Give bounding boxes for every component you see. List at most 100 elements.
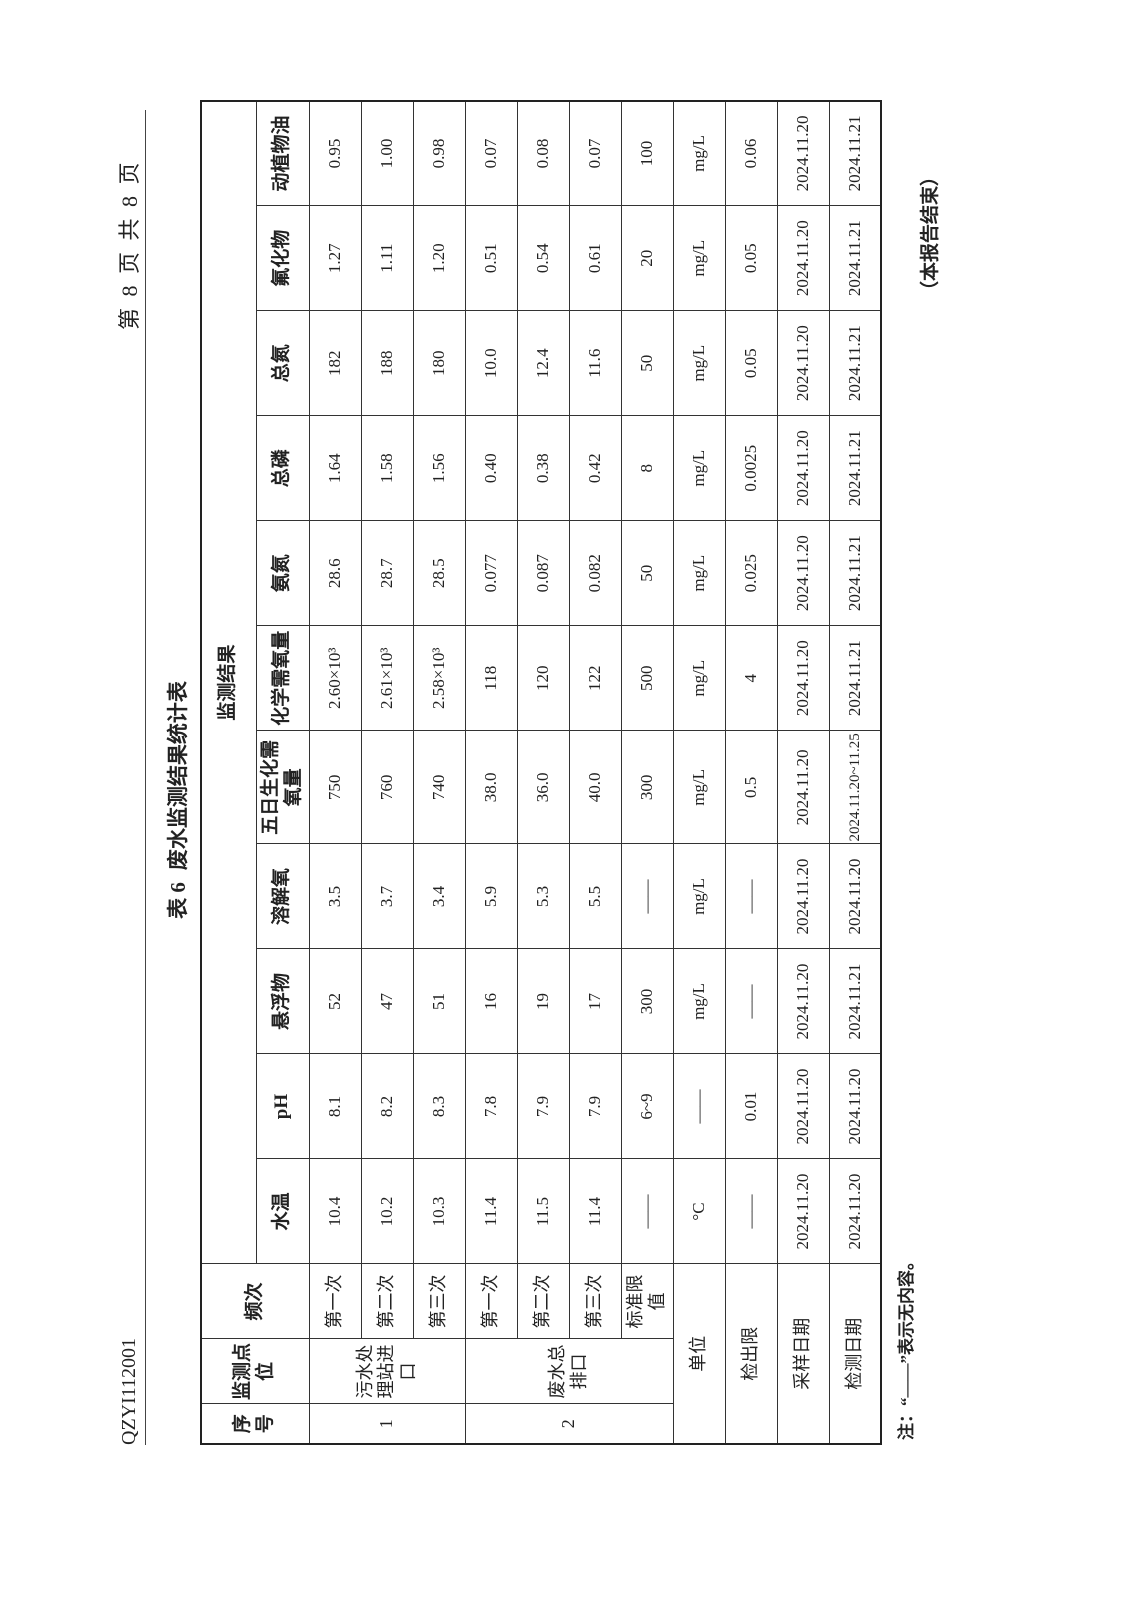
value-cell: ——	[725, 949, 777, 1054]
value-cell: 11.4	[569, 1159, 621, 1264]
value-cell: 2024.11.20	[777, 625, 829, 731]
value-cell: 0.38	[517, 415, 569, 521]
table-row: 第三次 10.3 8.3 51 3.4 740 2.58×10³ 28.5 1.56 180 1.2…	[413, 100, 465, 1444]
value-cell: 1.20	[413, 205, 465, 311]
frequency: 第三次	[569, 1264, 621, 1339]
value-cell: 180	[413, 310, 465, 416]
header-cell: 监测结果	[201, 100, 256, 1264]
table-number: 表 6	[166, 882, 190, 919]
value-cell: 1.11	[361, 205, 413, 311]
value-cell: ——	[673, 1054, 725, 1159]
value-cell: 2024.11.20	[777, 520, 829, 626]
column-header: 动植物油	[256, 100, 309, 206]
row-label: 采样日期	[777, 1264, 829, 1444]
value-cell: 3.5	[309, 844, 361, 949]
value-cell: 0.08	[517, 100, 569, 206]
value-cell: 12.4	[517, 310, 569, 416]
value-cell: 2024.11.20	[777, 730, 829, 844]
value-cell: mg/L	[673, 730, 725, 844]
value-cell: mg/L	[673, 205, 725, 311]
value-cell: 0.61	[569, 205, 621, 311]
value-cell: mg/L	[673, 310, 725, 416]
column-header: 悬浮物	[256, 949, 309, 1054]
frequency: 第一次	[465, 1264, 517, 1339]
value-cell: ——	[621, 844, 673, 949]
value-cell: ——	[621, 1159, 673, 1264]
value-cell: 1.00	[361, 100, 413, 206]
value-cell: 1.56	[413, 415, 465, 521]
value-cell: 2024.11.20	[777, 205, 829, 311]
row-label: 单位	[673, 1264, 725, 1444]
value-cell: 10.4	[309, 1159, 361, 1264]
value-cell: 5.9	[465, 844, 517, 949]
value-cell: 10.0	[465, 310, 517, 416]
value-cell: 118	[465, 625, 517, 731]
frequency: 第二次	[517, 1264, 569, 1339]
value-cell: °C	[673, 1159, 725, 1264]
value-cell: 36.0	[517, 730, 569, 844]
row-label: 检出限	[725, 1264, 777, 1444]
value-cell: mg/L	[673, 100, 725, 206]
table-row: 检出限 —— 0.01 —— —— 0.5 4 0.025 0.0025 0.05 0.05 0.06	[725, 100, 777, 1444]
table-row: 单位 °C —— mg/L mg/L mg/L mg/L mg/L mg/L mg/L mg/L mg…	[673, 100, 725, 1444]
value-cell: 11.4	[465, 1159, 517, 1264]
value-cell: 5.5	[569, 844, 621, 949]
value-cell: 1.64	[309, 415, 361, 521]
header-rule	[145, 110, 146, 1445]
value-cell: 17	[569, 949, 621, 1054]
value-cell: 11.6	[569, 310, 621, 416]
value-cell: 2024.11.20~11.25	[829, 730, 881, 844]
value-cell: 0.087	[517, 520, 569, 626]
value-cell: 0.95	[309, 100, 361, 206]
row-label: 检测日期	[829, 1264, 881, 1444]
value-cell: 8.1	[309, 1054, 361, 1159]
value-cell: 50	[621, 520, 673, 626]
value-cell: 2024.11.21	[829, 100, 881, 206]
column-header: 总磷	[256, 415, 309, 521]
value-cell: 50	[621, 310, 673, 416]
value-cell: 47	[361, 949, 413, 1054]
end-mark: （本报告结束）	[920, 166, 941, 300]
value-cell: 740	[413, 730, 465, 844]
doc-id: QZYI112001	[118, 1337, 140, 1445]
value-cell: mg/L	[673, 415, 725, 521]
value-cell: 0.082	[569, 520, 621, 626]
value-cell: ——	[725, 1159, 777, 1264]
site-number: 1	[309, 1404, 465, 1444]
column-header: 氟化物	[256, 205, 309, 311]
value-cell: 7.9	[569, 1054, 621, 1159]
value-cell: 38.0	[465, 730, 517, 844]
value-cell: 8.2	[361, 1054, 413, 1159]
value-cell: 8	[621, 415, 673, 521]
results-table: 序号 监测点位 频次 监测结果 水温 pH 悬浮物 溶解氧 五日生化需氧量 化学需氧量 氨氮 总磷 总氮…	[200, 99, 882, 1445]
value-cell: mg/L	[673, 949, 725, 1054]
value-cell: 16	[465, 949, 517, 1054]
value-cell: 2.60×10³	[309, 625, 361, 731]
value-cell: 3.4	[413, 844, 465, 949]
value-cell: 188	[361, 310, 413, 416]
value-cell: 300	[621, 730, 673, 844]
value-cell: 28.5	[413, 520, 465, 626]
value-cell: 750	[309, 730, 361, 844]
value-cell: 28.7	[361, 520, 413, 626]
site-name: 污水处理站进口	[309, 1339, 465, 1404]
table-row: 采样日期 2024.11.20 2024.11.20 2024.11.20 2024.1…	[777, 100, 829, 1444]
table-row: 水温 pH 悬浮物 溶解氧 五日生化需氧量 化学需氧量 氨氮 总磷 总氮 氟化物 动植物油	[256, 100, 309, 1444]
site-number: 2	[465, 1404, 673, 1444]
column-header: 化学需氧量	[256, 625, 309, 731]
value-cell: 2024.11.21	[829, 205, 881, 311]
value-cell: 0.42	[569, 415, 621, 521]
value-cell: 0.07	[465, 100, 517, 206]
column-header: pH	[256, 1054, 309, 1159]
column-header: 水温	[256, 1159, 309, 1264]
value-cell: 2024.11.21	[829, 625, 881, 731]
header-cell: 监测点位	[201, 1339, 309, 1404]
value-cell: 10.2	[361, 1159, 413, 1264]
value-cell: 52	[309, 949, 361, 1054]
value-cell: 2024.11.20	[777, 949, 829, 1054]
value-cell: mg/L	[673, 520, 725, 626]
value-cell: 51	[413, 949, 465, 1054]
value-cell: 0.05	[725, 310, 777, 416]
value-cell: 500	[621, 625, 673, 731]
